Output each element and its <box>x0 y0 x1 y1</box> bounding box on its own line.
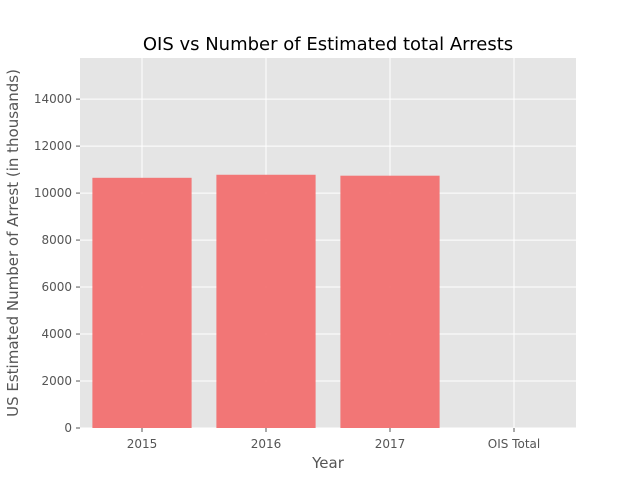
x-axis-label: Year <box>311 454 345 472</box>
y-axis-label: US Estimated Number of Arrest (in thousa… <box>4 69 22 417</box>
y-tick-label: 6000 <box>41 280 72 294</box>
y-tick-label: 4000 <box>41 327 72 341</box>
x-tick-label: 2017 <box>375 437 406 451</box>
bar-2016 <box>216 174 316 428</box>
bar-2015 <box>92 177 192 428</box>
y-tick-label: 8000 <box>41 233 72 247</box>
chart-title: OIS vs Number of Estimated total Arrests <box>143 34 513 55</box>
y-tick-label: 2000 <box>41 374 72 388</box>
x-axis-ticks: 2015 2016 2017 OIS Total <box>127 428 540 451</box>
y-axis-ticks: 0 2000 4000 6000 8000 10000 12000 14000 <box>34 92 80 435</box>
y-tick-label: 12000 <box>34 139 72 153</box>
x-tick-label: OIS Total <box>488 437 540 451</box>
x-tick-label: 2016 <box>251 437 282 451</box>
bars <box>92 174 440 428</box>
x-tick-label: 2015 <box>127 437 158 451</box>
y-tick-label: 0 <box>64 421 72 435</box>
y-tick-label: 14000 <box>34 92 72 106</box>
y-tick-label: 10000 <box>34 186 72 200</box>
bar-2017 <box>340 175 440 428</box>
